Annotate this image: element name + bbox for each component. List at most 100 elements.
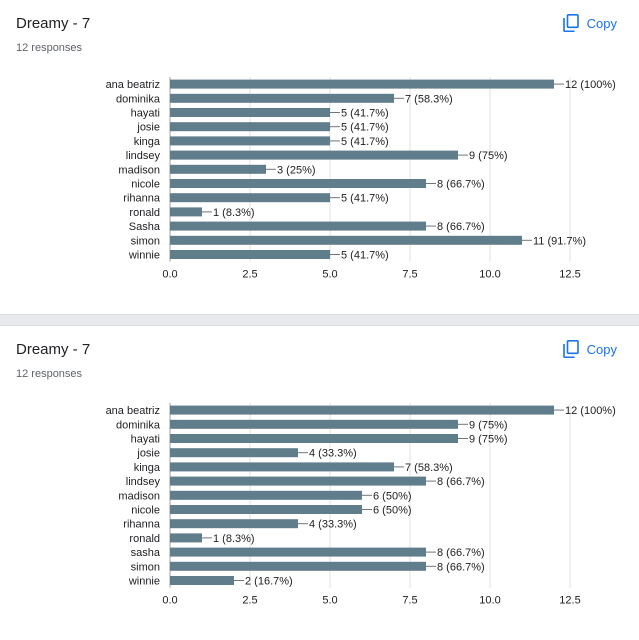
response-count: 12 responses	[16, 368, 83, 380]
category-label: josie	[136, 448, 160, 460]
category-label: ronald	[129, 207, 160, 219]
data-label: 12 (100%)	[565, 79, 616, 91]
copy-icon	[562, 340, 579, 358]
data-label: 6 (50%)	[373, 505, 412, 517]
bar	[170, 93, 394, 103]
x-tick-label: 7.5	[402, 595, 417, 607]
card-title: Dreamy - 7	[16, 15, 91, 32]
category-label: nicole	[131, 505, 160, 517]
bar	[170, 533, 202, 543]
data-label: 5 (41.7%)	[341, 193, 389, 205]
x-tick-label: 10.0	[479, 595, 500, 607]
category-label: kinga	[134, 136, 161, 148]
data-label: 8 (66.7%)	[437, 179, 485, 191]
data-label: 8 (66.7%)	[437, 561, 485, 573]
category-label: dominika	[116, 93, 161, 105]
category-label: dominika	[116, 419, 161, 431]
x-tick-label: 5.0	[322, 595, 337, 607]
category-label: kinga	[134, 462, 161, 474]
bar	[170, 150, 458, 160]
bar	[170, 448, 298, 458]
data-label: 8 (66.7%)	[437, 221, 485, 233]
response-count: 12 responses	[16, 42, 83, 54]
bar	[170, 79, 554, 89]
x-tick-label: 7.5	[402, 269, 417, 281]
bar	[170, 193, 330, 203]
category-label: madison	[118, 490, 160, 502]
x-tick-label: 5.0	[322, 269, 337, 281]
category-label: sasha	[131, 547, 161, 559]
copy-label: Copy	[586, 15, 617, 31]
category-label: josie	[136, 122, 160, 134]
x-tick-label: 0.0	[162, 269, 177, 281]
bar	[170, 561, 426, 571]
bar	[170, 476, 426, 486]
category-label: rihanna	[123, 193, 161, 205]
data-label: 9 (75%)	[469, 434, 508, 446]
bar	[170, 164, 266, 174]
data-label: 9 (75%)	[469, 150, 508, 162]
card-title: Dreamy - 7	[16, 341, 91, 358]
category-label: nicole	[131, 179, 160, 191]
category-label: ana beatriz	[106, 405, 160, 417]
category-label: hayati	[131, 434, 160, 446]
bar	[170, 462, 394, 472]
bar	[170, 576, 234, 585]
bar	[170, 221, 426, 231]
copy-button[interactable]: Copy	[562, 14, 617, 32]
category-label: ana beatriz	[106, 79, 160, 91]
data-label: 5 (41.7%)	[341, 108, 389, 120]
data-label: 1 (8.3%)	[213, 533, 255, 545]
bar	[170, 136, 330, 146]
category-label: winnie	[128, 250, 160, 262]
category-label: ronald	[129, 533, 160, 545]
copy-button[interactable]: Copy	[562, 340, 617, 358]
category-label: rihanna	[123, 519, 161, 531]
x-tick-label: 10.0	[479, 269, 500, 281]
bar	[170, 490, 362, 500]
data-label: 8 (66.7%)	[437, 547, 485, 559]
category-label: Sasha	[129, 221, 161, 233]
bar	[170, 250, 330, 259]
data-label: 2 (16.7%)	[245, 576, 293, 588]
data-label: 5 (41.7%)	[341, 136, 389, 148]
bar	[170, 547, 426, 557]
x-tick-label: 2.5	[242, 269, 257, 281]
copy-label: Copy	[586, 341, 617, 357]
data-label: 5 (41.7%)	[341, 122, 389, 134]
x-tick-label: 0.0	[162, 595, 177, 607]
bar-chart: 0.0 2.5 5.0 7.5 10.0 12.5 ana beatriz 12 (100%)…	[106, 403, 616, 607]
data-label: 8 (66.7%)	[437, 476, 485, 488]
data-label: 12 (100%)	[565, 405, 616, 417]
category-label: winnie	[128, 576, 160, 588]
category-label: madison	[118, 164, 160, 176]
data-label: 7 (58.3%)	[405, 462, 453, 474]
data-label: 4 (33.3%)	[309, 519, 357, 531]
data-label: 1 (8.3%)	[213, 207, 255, 219]
category-label: simon	[131, 561, 160, 573]
chart-card-1: Dreamy - 7 12 responses Copy 0.0 2.5 5.0 7.…	[0, 0, 639, 314]
data-label: 6 (50%)	[373, 490, 412, 502]
x-tick-label: 12.5	[559, 595, 580, 607]
data-label: 5 (41.7%)	[341, 250, 389, 262]
bar	[170, 179, 426, 188]
data-label: 11 (91.7%)	[533, 235, 586, 247]
data-label: 4 (33.3%)	[309, 448, 357, 460]
data-label: 7 (58.3%)	[405, 93, 453, 105]
bar	[170, 108, 330, 117]
data-label: 3 (25%)	[277, 164, 316, 176]
bar-chart: 0.0 2.5 5.0 7.5 10.0 12.5 ana beatriz 12 (100%)…	[106, 77, 616, 281]
x-tick-label: 2.5	[242, 595, 257, 607]
category-label: lindsey	[126, 476, 161, 488]
data-label: 9 (75%)	[469, 419, 508, 431]
bar	[170, 434, 458, 443]
bar	[170, 519, 298, 529]
copy-icon	[562, 14, 579, 32]
chart-card-2: Dreamy - 7 12 responses Copy 0.0 2.5 5.0 7.…	[0, 326, 639, 640]
bar	[170, 235, 522, 245]
category-label: hayati	[131, 108, 160, 120]
x-tick-label: 12.5	[559, 269, 580, 281]
bar	[170, 419, 458, 429]
bar	[170, 405, 554, 415]
category-label: lindsey	[126, 150, 161, 162]
